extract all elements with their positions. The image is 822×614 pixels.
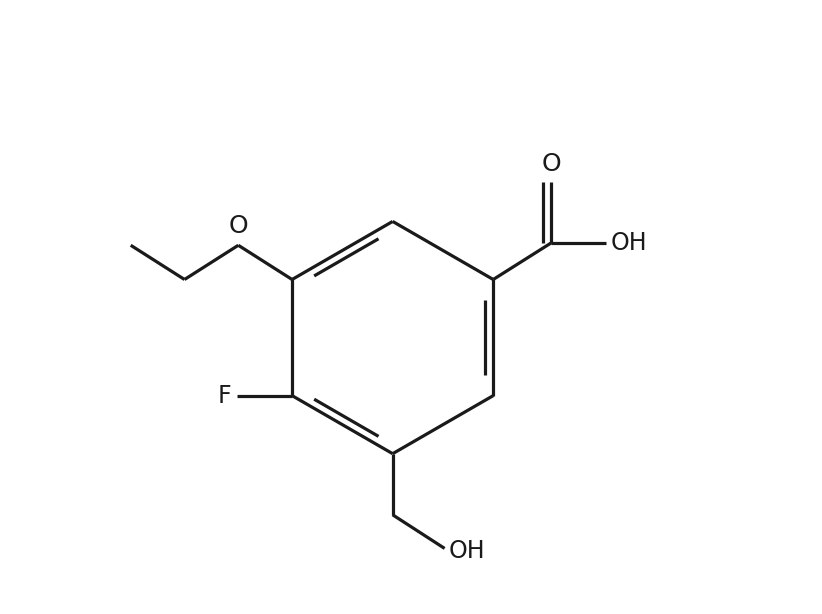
Text: OH: OH xyxy=(611,231,647,255)
Text: OH: OH xyxy=(449,540,486,564)
Text: F: F xyxy=(217,384,231,408)
Text: O: O xyxy=(229,214,248,238)
Text: O: O xyxy=(542,152,561,176)
